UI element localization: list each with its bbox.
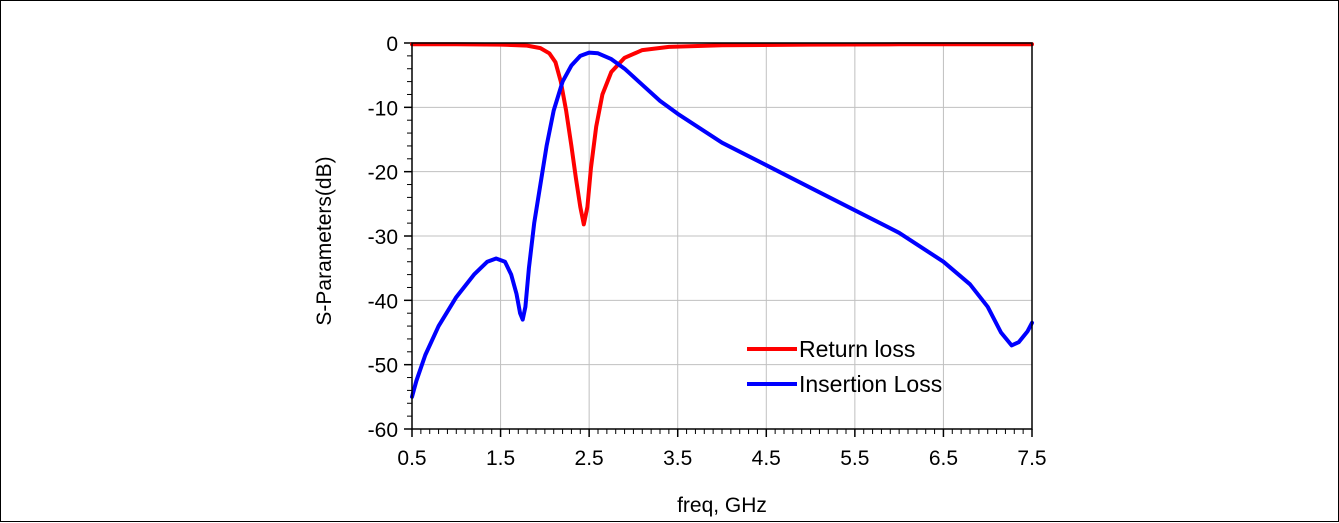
plot-area-border xyxy=(411,42,1033,430)
x-tick-label: 4.5 xyxy=(752,447,781,470)
x-tick-label: 6.5 xyxy=(929,447,958,470)
series-line-insertion-loss xyxy=(410,50,1034,399)
x-tick-label: 5.5 xyxy=(840,447,869,470)
legend-label: Insertion Loss xyxy=(799,371,942,397)
grid xyxy=(411,42,1033,430)
minor-ticks xyxy=(404,42,1033,437)
y-tick-label: -30 xyxy=(368,226,398,249)
series-line-return-loss xyxy=(410,42,1034,227)
y-tick-label: -20 xyxy=(368,162,398,185)
x-tick-labels: 0.5 1.5 2.5 3.5 4.5 5.5 6.5 7.5 xyxy=(397,447,1046,470)
x-tick-label: 1.5 xyxy=(486,447,515,470)
y-tick-label: -40 xyxy=(368,290,398,313)
legend: Return loss Insertion Loss xyxy=(747,336,942,397)
legend-label: Return loss xyxy=(799,336,915,362)
x-tick-label: 0.5 xyxy=(397,447,426,470)
y-tick-label: -10 xyxy=(368,97,398,120)
x-tick-label: 3.5 xyxy=(663,447,692,470)
x-tick-label: 7.5 xyxy=(1017,447,1046,470)
y-tick-label: -60 xyxy=(368,419,398,442)
series-lines xyxy=(410,42,1034,399)
y-tick-label: -50 xyxy=(368,355,398,378)
y-tick-labels: 0 -10 -20 -30 -40 -50 -60 xyxy=(368,33,398,442)
y-axis-label: S-Parameters(dB) xyxy=(313,156,336,325)
y-tick-label: 0 xyxy=(386,33,398,56)
x-tick-label: 2.5 xyxy=(575,447,604,470)
x-axis-label: freq, GHz xyxy=(677,494,767,517)
